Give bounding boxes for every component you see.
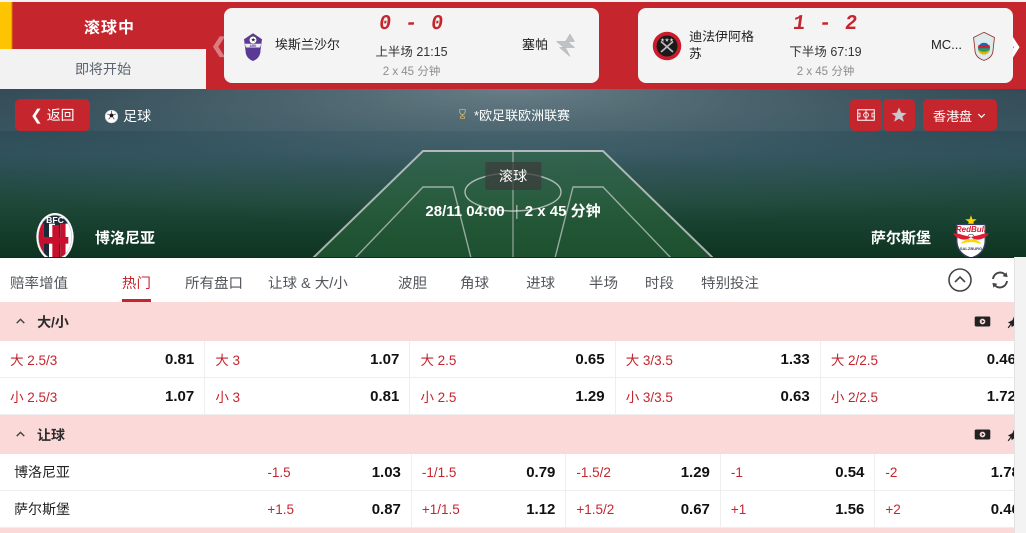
svg-text:BFC: BFC bbox=[46, 215, 65, 225]
svg-text:RedBull: RedBull bbox=[956, 225, 987, 234]
svg-text:ARK: ARK bbox=[250, 43, 258, 47]
svg-text:SALZBURG: SALZBURG bbox=[960, 246, 982, 251]
